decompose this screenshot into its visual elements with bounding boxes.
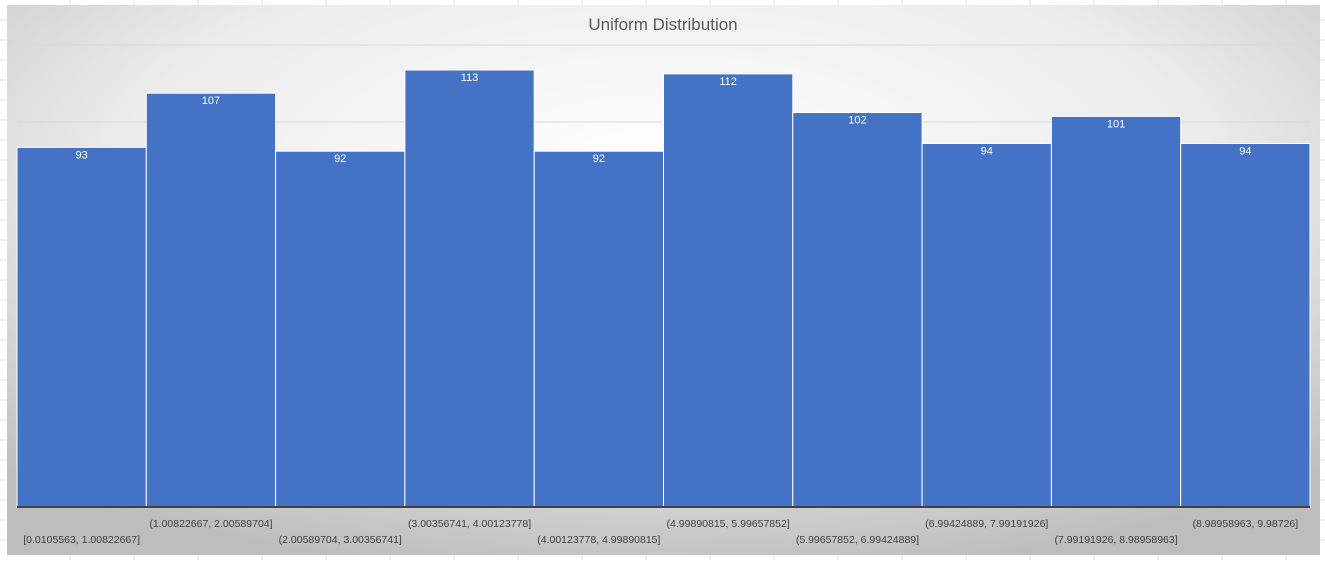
histogram-bar[interactable] bbox=[145, 92, 277, 508]
category-tick-label: (5.99657852, 6.99424889] bbox=[796, 534, 919, 546]
category-tick-label: (2.00589704, 3.00356741] bbox=[279, 534, 402, 546]
bar-value-label: 94 bbox=[1239, 145, 1251, 157]
bar-value-label: 113 bbox=[461, 72, 479, 84]
bar-value-label: 94 bbox=[981, 145, 993, 157]
bar-value-label: 92 bbox=[593, 153, 605, 165]
category-tick-label: (1.00822667, 2.00589704] bbox=[149, 518, 272, 530]
category-tick-label: (4.00123778, 4.99890815] bbox=[537, 534, 660, 546]
bar-value-label: 93 bbox=[76, 149, 88, 161]
histogram-bar[interactable] bbox=[404, 69, 535, 508]
category-tick-label: (8.98958963, 9.98726] bbox=[1193, 518, 1299, 530]
bars-group bbox=[16, 69, 1311, 508]
histogram-bar[interactable] bbox=[1180, 142, 1311, 508]
histogram-bar[interactable] bbox=[533, 150, 665, 508]
category-tick-label: [0.0105563, 1.00822667] bbox=[23, 534, 140, 546]
data-labels-group: 93 107 92 113 92 112 102 94 101 94 bbox=[76, 72, 1252, 165]
category-tick-label: (3.00356741, 4.00123778] bbox=[408, 518, 531, 530]
category-tick-label: (7.99191926, 8.98958963] bbox=[1054, 534, 1177, 546]
histogram-bar[interactable] bbox=[1050, 115, 1182, 508]
category-tick-label: (4.99890815, 5.99657852] bbox=[667, 518, 790, 530]
bar-value-label: 107 bbox=[202, 95, 220, 107]
category-labels-group: [0.0105563, 1.00822667] (1.00822667, 2.00… bbox=[23, 518, 1298, 546]
histogram-bar[interactable] bbox=[16, 146, 147, 508]
bar-value-label: 101 bbox=[1107, 118, 1125, 130]
chart-title: Uniform Distribution bbox=[588, 15, 737, 34]
histogram-bar[interactable] bbox=[663, 73, 794, 508]
histogram-bar[interactable] bbox=[792, 112, 923, 508]
bar-value-label: 102 bbox=[848, 115, 866, 127]
bar-value-label: 92 bbox=[334, 153, 346, 165]
category-tick-label: (6.99424889, 7.99191926] bbox=[925, 518, 1048, 530]
histogram-bar[interactable] bbox=[275, 150, 406, 508]
bar-value-label: 112 bbox=[719, 76, 737, 88]
histogram-bar[interactable] bbox=[921, 142, 1052, 508]
